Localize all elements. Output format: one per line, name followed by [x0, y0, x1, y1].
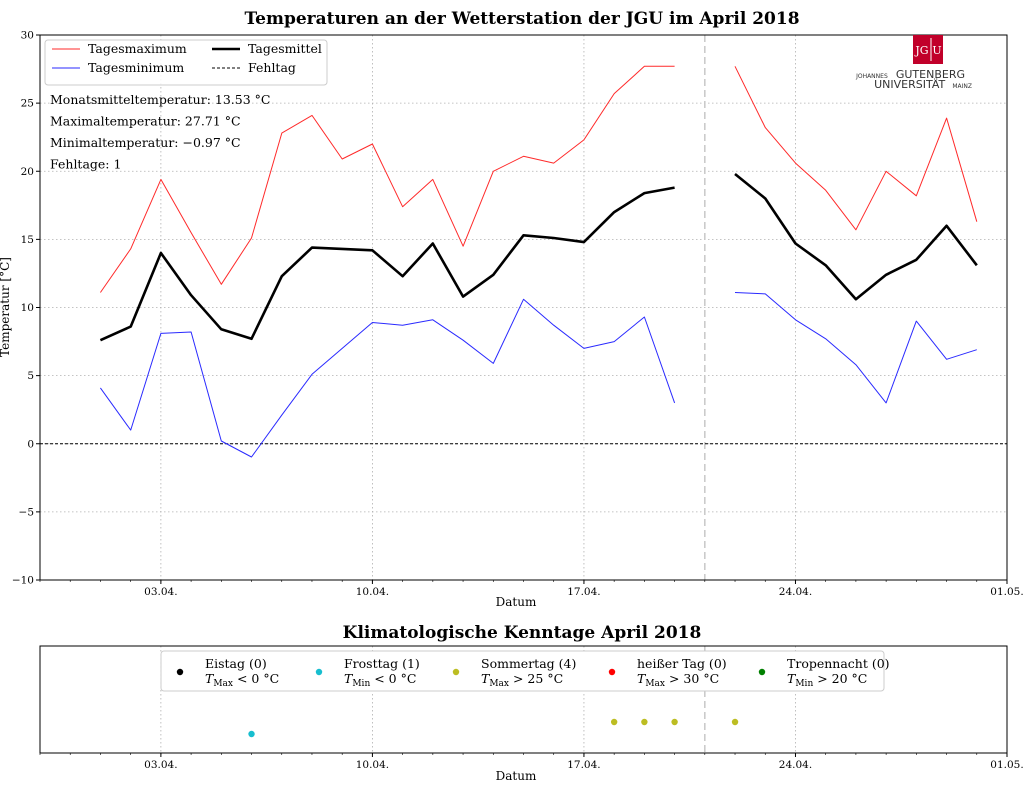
legend-label-min: Tagesminimum [88, 60, 184, 75]
chart2-x-tick-label: 10.04. [356, 759, 389, 771]
legend-label-mean: Tagesmittel [248, 41, 322, 56]
legend2-condition-frosttag: TMin < 0 °C [344, 671, 416, 689]
chart1-y-tick-label: 30 [21, 30, 34, 42]
legend2-label-frosttag: Frosttag (1) [344, 656, 420, 671]
chart1-y-tick-label: −5 [19, 506, 34, 518]
chart1-x-tick-label: 24.04. [779, 586, 812, 598]
legend2-label-heisser_tag: heißer Tag (0) [637, 656, 727, 671]
series-line-max [734, 66, 978, 231]
logo-badge [913, 35, 943, 64]
chart1-legend-box [44, 39, 328, 86]
series-line-mean [99, 186, 675, 342]
logo-line2-small: MAINZ [952, 83, 972, 90]
jgu-logo-icon: JG U JOHANNES GUTENBERG UNIVERSITÄT MAIN… [855, 35, 972, 92]
logo-badge-right: U [932, 44, 941, 57]
chart1-x-axis-label: Datum [496, 595, 537, 609]
series-line-min [99, 298, 676, 458]
logo-line1-big: GUTENBERG [896, 68, 965, 81]
stat-line-2: Minimaltemperatur: −0.97 °C [50, 135, 241, 150]
chart1-title: Temperaturen an der Wetterstation der JG… [244, 9, 799, 29]
chart1-y-tick-label: 5 [27, 370, 34, 382]
legend-label-max: Tagesmaximum [88, 41, 187, 56]
legend2-condition-tropennacht: TMin > 20 °C [787, 671, 867, 689]
logo-line1: JOHANNES GUTENBERG [855, 63, 965, 82]
chart2-x-tick-label: 03.04. [144, 759, 177, 771]
chart1-y-tick-label: 20 [21, 166, 34, 178]
chart2-x-tick-label: 17.04. [567, 759, 600, 771]
chart1-x-tick-label: 03.04. [144, 586, 177, 598]
legend2-marker-eistag [176, 668, 184, 676]
stat-line-1: Maximaltemperatur: 27.71 °C [50, 114, 241, 129]
series-line-mean [734, 172, 978, 301]
chart1-y-tick-label: 25 [21, 98, 34, 110]
logo-line2-big: UNIVERSITÄT [874, 78, 945, 91]
legend2-condition-heisser_tag: TMax > 30 °C [637, 671, 719, 689]
legend2-label-sommertag: Sommertag (4) [481, 656, 576, 671]
chart2-x-axis-label: Datum [496, 769, 537, 783]
chart2-legend-box [160, 650, 885, 692]
stat-line-3: Fehltage: 1 [50, 157, 121, 172]
chart2-title: Klimatologische Kenntage April 2018 [343, 623, 702, 643]
kenntag-point-sommertag [641, 718, 648, 726]
chart1-y-tick-label: 15 [21, 234, 34, 246]
logo-line2: UNIVERSITÄT MAINZ [874, 73, 972, 92]
legend2-marker-tropennacht [758, 668, 766, 676]
stat-line-0: Monatsmitteltemperatur: 13.53 °C [50, 92, 270, 107]
legend2-condition-sommertag: TMax > 25 °C [481, 671, 563, 689]
legend2-marker-sommertag [452, 668, 460, 676]
chart1-x-tick-label: 01.05. [990, 586, 1023, 598]
chart2-x-tick-label: 01.05. [990, 759, 1023, 771]
logo-badge-left: JG [914, 44, 928, 57]
legend2-label-eistag: Eistag (0) [205, 656, 267, 671]
chart1-x-tick-label: 10.04. [356, 586, 389, 598]
chart1-x-tick-label: 17.04. [567, 586, 600, 598]
legend2-marker-frosttag [315, 668, 323, 676]
legend2-condition-eistag: TMax < 0 °C [205, 671, 279, 689]
chart1-y-tick-label: 10 [21, 302, 34, 314]
kenntag-point-sommertag [731, 718, 739, 726]
chart1-y-tick-label: 0 [27, 438, 34, 450]
series-line-min [734, 292, 977, 404]
kenntag-point-sommertag [671, 718, 678, 726]
legend2-label-tropennacht: Tropennacht (0) [787, 656, 890, 671]
kenntag-point-frosttag [248, 730, 255, 738]
logo-line1-small: JOHANNES [855, 73, 888, 80]
chart1-y-tick-label: −10 [12, 575, 34, 587]
series-line-max [99, 65, 675, 293]
legend-label-fehltag: Fehltag [248, 60, 296, 75]
legend2-marker-heisser_tag [608, 668, 616, 676]
chart2-x-tick-label: 24.04. [779, 759, 812, 771]
chart1-y-axis-label: Temperatur [°C] [0, 257, 12, 357]
kenntag-point-sommertag [610, 718, 618, 726]
